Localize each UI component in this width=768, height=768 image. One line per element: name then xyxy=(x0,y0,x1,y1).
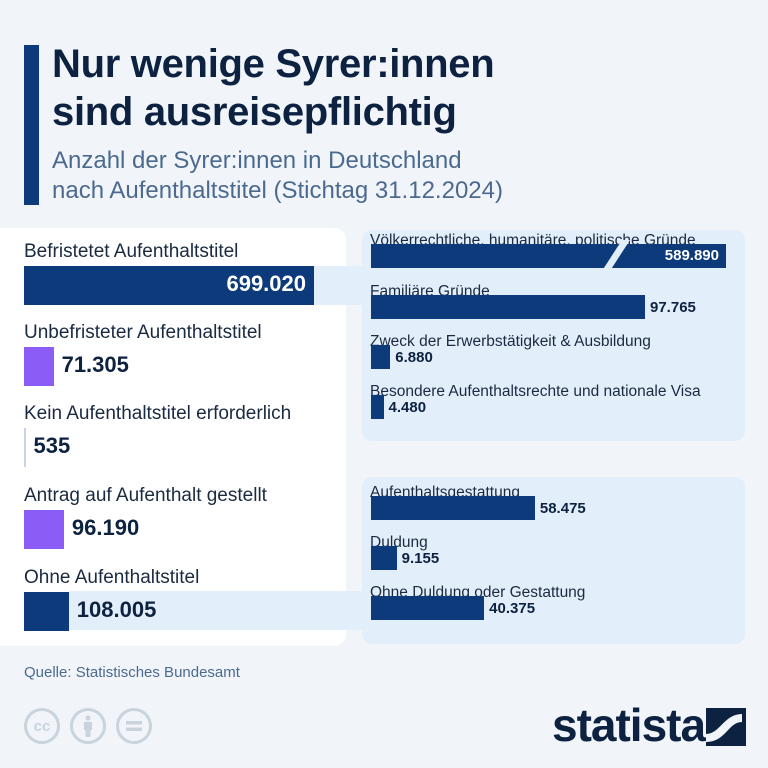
logo-text: statista xyxy=(552,699,706,751)
bar-label: Antrag auf Aufenthalt gestellt xyxy=(24,485,267,506)
axis-break-icon xyxy=(600,240,630,274)
cc-icon[interactable]: cc xyxy=(24,708,60,744)
bar-label: Ohne Aufenthaltstitel xyxy=(24,567,200,588)
bar xyxy=(24,510,64,549)
page-title: Nur wenige Syrer:innen sind ausreisepflic… xyxy=(52,40,495,136)
breakdown-bar xyxy=(371,244,726,268)
breakdown-bar xyxy=(371,546,397,570)
statista-logo[interactable]: statista xyxy=(552,698,706,752)
bar-value: 535 xyxy=(33,433,71,458)
breakdown-label: Besondere Aufenthaltsrechte und national… xyxy=(370,383,701,400)
connector-band xyxy=(68,591,399,630)
nd-icon[interactable] xyxy=(116,708,152,744)
bar xyxy=(24,347,54,386)
source-text: Quelle: Statistisches Bundesamt xyxy=(24,664,240,681)
breakdown-bar xyxy=(371,496,535,520)
breakdown-value: 58.475 xyxy=(539,500,586,517)
title-accent-bar xyxy=(24,45,39,205)
connector-band xyxy=(314,266,374,305)
bar-value: 96.190 xyxy=(71,515,140,540)
bar-label: Befristetet Aufenthaltstitel xyxy=(24,241,239,262)
breakdown-value: 40.375 xyxy=(489,600,536,617)
breakdown-label: Zweck der Erwerbstätigkeit & Ausbildung xyxy=(370,333,651,350)
by-icon[interactable] xyxy=(70,708,106,744)
subtitle: Anzahl der Syrer:innen in Deutschland nac… xyxy=(52,146,503,206)
bar-value: 108.005 xyxy=(76,597,157,622)
title-line: sind ausreisepflichtig xyxy=(52,90,457,134)
breakdown-bar xyxy=(371,596,485,620)
bar-label: Kein Aufenthaltstitel erforderlich xyxy=(24,403,292,424)
bar-value: 71.305 xyxy=(61,352,129,377)
breakdown-value: 97.765 xyxy=(650,299,696,316)
bar xyxy=(24,266,314,305)
bar xyxy=(24,428,26,467)
breakdown-value: 589.890 xyxy=(664,247,719,264)
statista-logo-icon xyxy=(706,708,746,746)
breakdown-bar xyxy=(371,345,391,369)
breakdown-bar xyxy=(371,295,645,319)
bar-label: Unbefristeter Aufenthaltstitel xyxy=(24,322,262,343)
subtitle-line: Anzahl der Syrer:innen in Deutschland xyxy=(52,147,462,174)
breakdown-bar xyxy=(371,395,384,419)
bar xyxy=(24,592,69,631)
bar-value: 699.020 xyxy=(226,271,306,296)
subtitle-line: nach Aufenthaltstitel (Stichtag 31.12.20… xyxy=(52,177,503,204)
title-line: Nur wenige Syrer:innen xyxy=(52,42,495,86)
breakdown-value: 9.155 xyxy=(401,550,440,567)
breakdown-value: 6.880 xyxy=(395,349,433,366)
breakdown-value: 4.480 xyxy=(388,399,427,416)
